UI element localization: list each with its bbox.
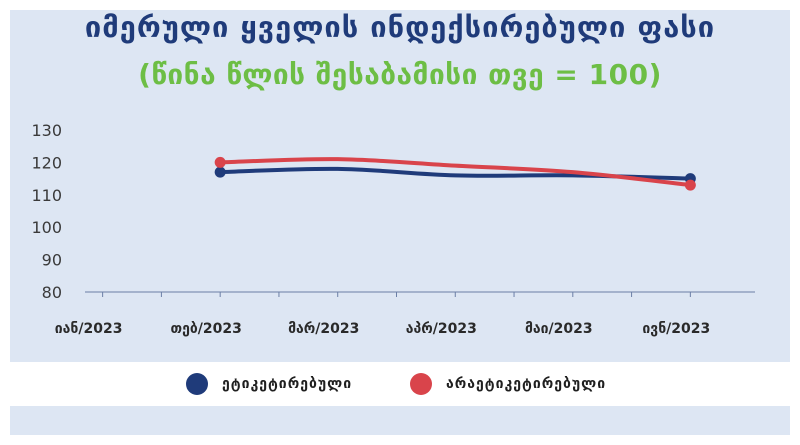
line-chart: 80 90 100 110 120 130 იან/2023 თებ/2023 მარ/202… — [31, 121, 755, 337]
y-tick-label: 80 — [42, 283, 62, 302]
series-layer — [214, 156, 696, 191]
x-axis: იან/2023 თებ/2023 მარ/2023 აპრ/2023 მაი/2023… — [55, 291, 755, 337]
data-point-unlabeled — [214, 156, 226, 168]
y-axis: 80 90 100 110 120 130 — [31, 121, 62, 302]
x-tick-label: მარ/2023 — [288, 321, 359, 337]
y-tick-label: 120 — [31, 153, 62, 172]
series-line-unlabeled — [218, 157, 693, 188]
data-point-unlabeled — [684, 179, 696, 191]
x-tick-label: მაი/2023 — [525, 321, 593, 337]
chart-title: იმერული ყველის ინდექსირებული ფასი — [84, 10, 716, 44]
y-tick-label: 90 — [42, 251, 62, 270]
x-tick-label: თებ/2023 — [171, 321, 242, 337]
legend-swatch-unlabeled — [410, 373, 432, 395]
x-tick-label: ივნ/2023 — [642, 321, 710, 337]
x-tick-label: აპრ/2023 — [406, 321, 477, 337]
chart-area: 80 90 100 110 120 130 იან/2023 თებ/2023 მარ/202… — [10, 105, 790, 360]
legend: ეტიკეტირებული არაეტიკეტირებული — [10, 362, 790, 406]
x-tick-label: იან/2023 — [55, 321, 123, 337]
legend-swatch-labeled — [186, 373, 208, 395]
legend-label-labeled: ეტიკეტირებული — [222, 376, 353, 392]
y-tick-label: 100 — [31, 218, 62, 237]
y-tick-label: 110 — [31, 186, 62, 205]
y-tick-label: 130 — [31, 121, 62, 140]
legend-item-labeled: ეტიკეტირებული — [186, 372, 352, 396]
legend-item-unlabeled: არაეტიკეტირებული — [410, 372, 606, 396]
data-point-labeled — [214, 166, 226, 178]
chart-subtitle: (წინა წლის შესაბამისი თვე = 100) — [138, 58, 662, 91]
legend-label-unlabeled: არაეტიკეტირებული — [446, 376, 607, 392]
